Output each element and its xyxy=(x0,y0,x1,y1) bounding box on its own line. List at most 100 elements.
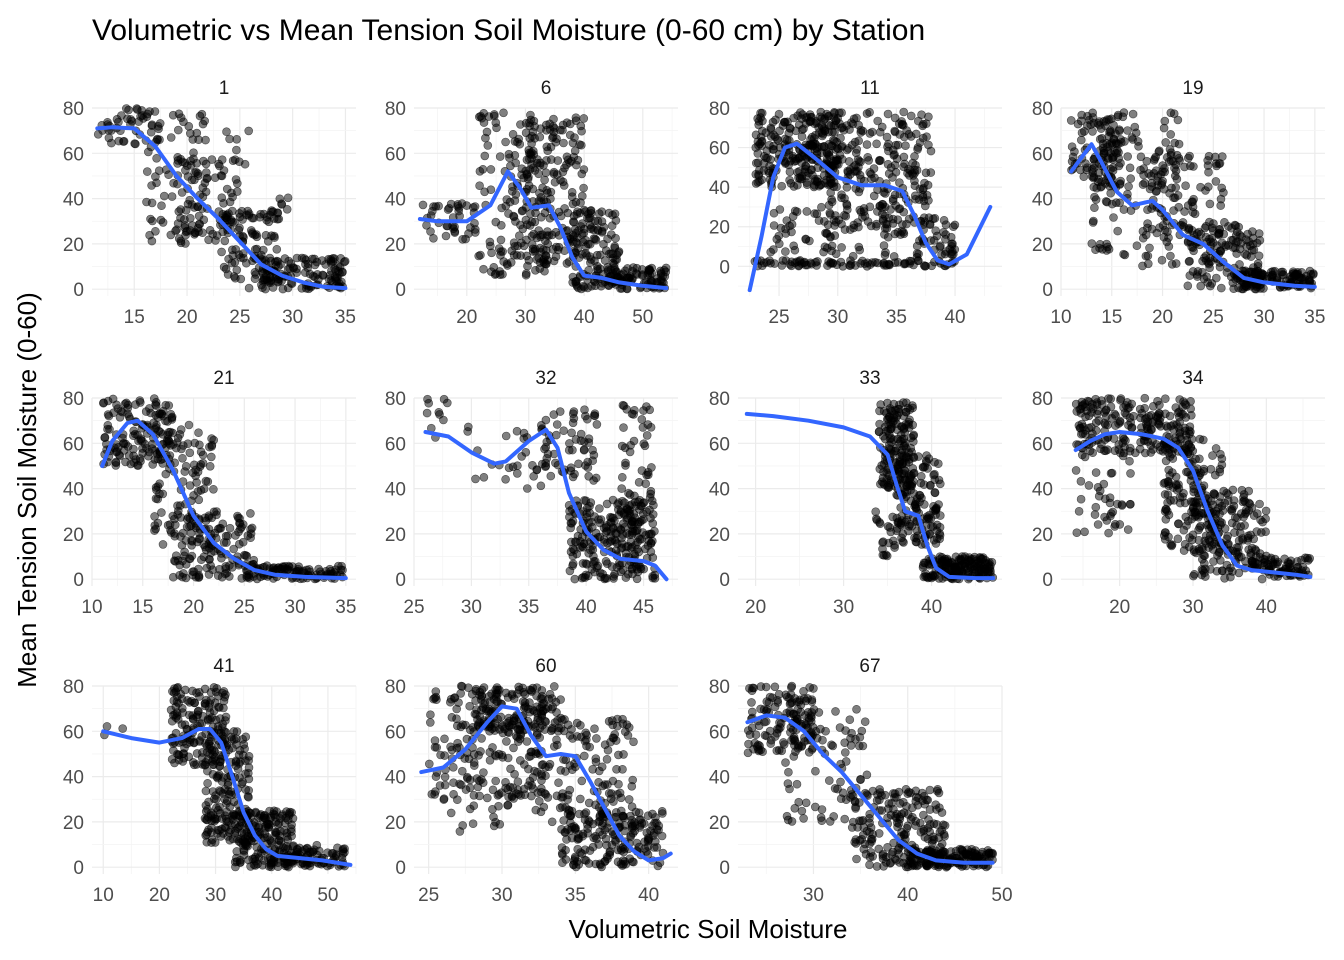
data-point xyxy=(893,215,903,224)
data-point xyxy=(283,193,293,203)
data-point xyxy=(143,109,152,119)
data-point xyxy=(640,441,650,451)
data-point xyxy=(1228,485,1238,495)
data-point xyxy=(1134,142,1143,151)
data-point xyxy=(1171,480,1181,489)
data-point xyxy=(170,758,179,768)
data-point xyxy=(1113,226,1122,236)
y-tick-label: 0 xyxy=(719,257,730,278)
data-point xyxy=(806,117,816,126)
data-point xyxy=(900,159,909,169)
data-point xyxy=(1255,499,1264,509)
data-point xyxy=(1105,498,1115,508)
data-point xyxy=(1188,267,1198,276)
data-point xyxy=(617,284,627,293)
data-point xyxy=(1244,498,1254,508)
data-point xyxy=(207,155,217,164)
data-point xyxy=(1140,393,1150,403)
data-point xyxy=(852,113,861,123)
data-point xyxy=(155,119,165,128)
data-point xyxy=(572,209,582,219)
data-point xyxy=(1140,178,1149,188)
data-point xyxy=(927,261,937,271)
data-point xyxy=(880,211,890,221)
data-point xyxy=(590,556,600,566)
data-point xyxy=(1166,251,1175,261)
data-point xyxy=(905,259,915,268)
data-point xyxy=(104,133,114,143)
data-point xyxy=(169,696,179,706)
data-point xyxy=(877,203,887,213)
data-point xyxy=(1104,115,1114,124)
data-point xyxy=(582,414,592,424)
data-point xyxy=(422,408,432,418)
data-point xyxy=(513,461,522,471)
data-point xyxy=(908,437,918,446)
data-point xyxy=(1088,218,1098,227)
data-point xyxy=(551,137,561,147)
data-point xyxy=(1115,179,1125,188)
data-point xyxy=(1104,528,1113,538)
data-point xyxy=(1174,153,1184,163)
data-point xyxy=(910,191,920,201)
data-point xyxy=(602,499,612,509)
data-point xyxy=(486,165,496,174)
data-point xyxy=(197,732,207,741)
data-point xyxy=(630,513,640,523)
data-point xyxy=(146,214,155,224)
data-point xyxy=(1126,206,1136,215)
data-point xyxy=(112,115,122,124)
data-point xyxy=(1208,451,1217,460)
data-point xyxy=(978,554,988,564)
data-point xyxy=(222,568,231,578)
data-point xyxy=(147,120,157,129)
data-point xyxy=(629,436,639,446)
data-point xyxy=(121,457,130,467)
x-tick-label: 10 xyxy=(1050,307,1071,328)
data-point xyxy=(521,166,531,176)
data-point xyxy=(205,461,215,471)
data-point xyxy=(199,156,208,166)
y-tick-label: 80 xyxy=(1032,389,1053,410)
data-point xyxy=(1234,283,1243,293)
data-point xyxy=(328,257,338,266)
data-point xyxy=(242,551,252,561)
data-point xyxy=(1235,260,1244,269)
data-point xyxy=(939,216,949,225)
data-point xyxy=(830,161,839,170)
data-point xyxy=(1261,514,1270,524)
data-point xyxy=(191,465,200,475)
data-point xyxy=(883,522,893,531)
data-point xyxy=(941,235,950,244)
x-tick-label: 50 xyxy=(317,885,338,906)
y-tick-label: 40 xyxy=(1032,190,1053,211)
data-point xyxy=(163,520,173,530)
data-point xyxy=(916,478,926,488)
data-point xyxy=(509,250,519,260)
data-point xyxy=(930,488,940,498)
data-point xyxy=(789,241,799,251)
data-point xyxy=(1247,246,1257,255)
data-point xyxy=(580,573,590,582)
y-tick-label: 60 xyxy=(385,144,406,165)
data-point xyxy=(99,398,108,408)
data-point xyxy=(1132,241,1142,250)
data-point xyxy=(888,194,898,204)
data-point xyxy=(611,216,621,225)
y-tick-label: 0 xyxy=(719,570,730,591)
data-point xyxy=(487,248,496,258)
data-point xyxy=(173,219,183,228)
data-point xyxy=(277,199,286,208)
data-point xyxy=(840,225,850,234)
data-point xyxy=(150,107,160,116)
data-point xyxy=(167,528,176,537)
data-point xyxy=(801,162,811,171)
data-point xyxy=(841,211,851,221)
data-point xyxy=(142,197,151,207)
y-tick-label: 80 xyxy=(63,389,84,410)
data-point xyxy=(1171,183,1180,192)
data-point xyxy=(818,129,828,139)
data-point xyxy=(543,227,552,236)
data-point xyxy=(209,484,218,494)
data-point xyxy=(611,233,620,243)
